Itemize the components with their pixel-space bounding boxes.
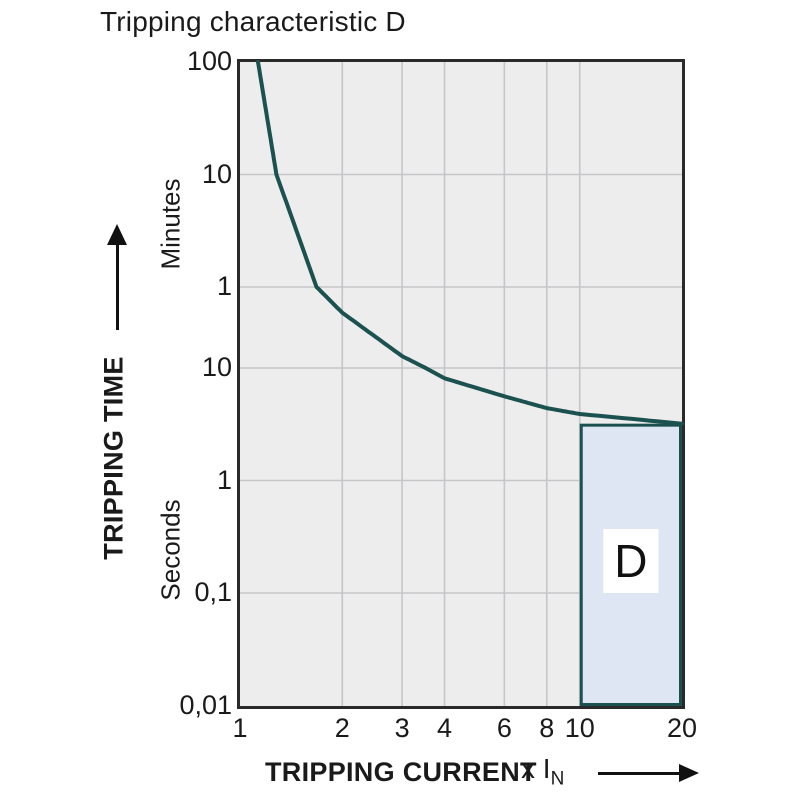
x-tick-label: 1 — [232, 713, 248, 743]
x-tick-label: 3 — [394, 713, 410, 743]
multiplier-sub: N — [550, 768, 565, 790]
up-arrow-icon — [107, 224, 127, 245]
right-arrow-icon — [679, 764, 699, 782]
x-tick-label: 6 — [496, 713, 512, 743]
chart-canvas — [240, 60, 684, 706]
y-axis-title: TRIPPING TIME — [98, 356, 129, 560]
y-tick-label: 10 — [201, 158, 232, 189]
y-tick-label: 10 — [201, 351, 232, 382]
plot-area: D — [237, 59, 685, 709]
region-d-label: D — [603, 528, 659, 593]
tripping-curve — [256, 60, 684, 426]
y-tick-label: 1 — [216, 270, 232, 301]
up-arrow-shaft — [116, 242, 119, 330]
right-arrow-shaft — [598, 772, 680, 775]
x-tick-label: 20 — [666, 713, 698, 743]
y-tick-label: 100 — [186, 45, 232, 76]
x-axis-ticks: 1 2 3 4 6 8 10 20 — [232, 713, 697, 747]
x-tick-label: 4 — [437, 713, 453, 743]
current-multiplier-label: x IN — [521, 753, 564, 791]
x-tick-label: 2 — [334, 713, 350, 743]
x-tick-label: 10 — [564, 713, 595, 743]
x-tick-label: 8 — [539, 713, 555, 743]
y-tick-label: 1 — [216, 464, 232, 495]
chart-title: Tripping characteristic D — [100, 6, 406, 37]
multiplier-prefix: x I — [521, 753, 551, 784]
y-axis-ticks: 100 10 1 10 1 0,1 0,01 — [148, 46, 232, 720]
x-axis-title: TRIPPING CURRENT — [265, 757, 537, 787]
y-tick-label: 0,01 — [179, 689, 232, 720]
y-tick-label: 0,1 — [194, 576, 232, 607]
